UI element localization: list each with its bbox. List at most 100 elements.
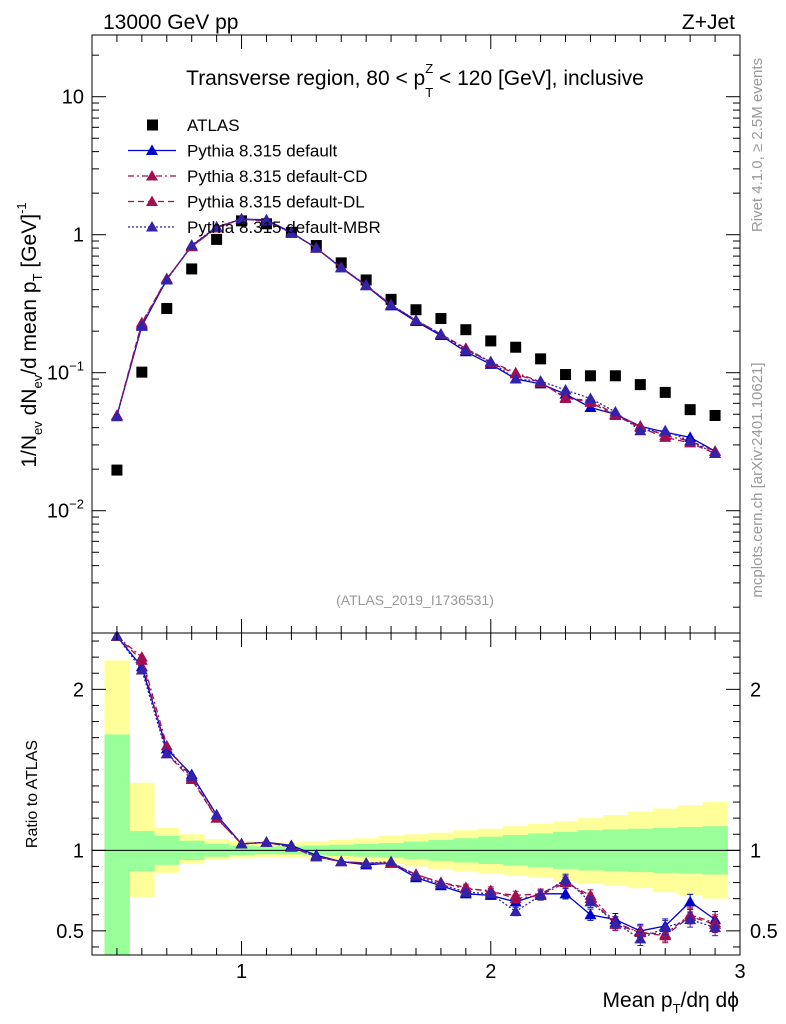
legend-label: ATLAS xyxy=(187,116,240,135)
atlas-data-point xyxy=(136,366,148,378)
ratio-y-tick-label-right: 1 xyxy=(750,840,761,862)
mc-data-point xyxy=(285,226,298,238)
ratio-line xyxy=(116,635,716,940)
ratio-data-point xyxy=(385,855,398,867)
ratio-data-point xyxy=(260,836,273,847)
mc-data-point xyxy=(584,392,597,404)
x-tick-label: 3 xyxy=(734,961,745,983)
series-0 xyxy=(111,215,721,476)
ratio-data-point xyxy=(684,913,697,925)
x-tick-label: 2 xyxy=(485,961,496,983)
energy-label: 13000 GeV pp xyxy=(103,11,238,34)
ratio-data-point xyxy=(559,873,572,884)
ratio-series-0 xyxy=(110,630,722,938)
ratio-data-point xyxy=(709,921,722,933)
legend-label: Pythia 8.315 default-MBR xyxy=(187,218,381,237)
atlas-data-point xyxy=(510,341,522,353)
mc-data-point xyxy=(659,431,672,442)
mc-data-point xyxy=(709,447,722,458)
ratio-data-point xyxy=(459,886,472,897)
mc-data-point xyxy=(210,220,223,232)
mcplots-label: mcplots.cern.ch [arXiv:2401.10621] xyxy=(749,362,766,597)
legend-marker-atlas xyxy=(147,119,158,131)
series-4 xyxy=(110,212,722,458)
ratio-data-point xyxy=(609,916,622,928)
atlas-data-point xyxy=(659,386,671,398)
x-tick-label: 1 xyxy=(236,961,247,983)
mc-data-point xyxy=(160,273,173,285)
legend-label: Pythia 8.315 default xyxy=(187,142,338,161)
mc-line xyxy=(116,218,716,452)
ratio-data-point xyxy=(310,850,323,862)
atlas-data-point xyxy=(211,233,223,245)
analysis-watermark: (ATLAS_2019_I1736531) xyxy=(336,592,494,608)
ratio-line xyxy=(116,635,716,937)
atlas-data-point xyxy=(584,370,596,382)
legend-label: Pythia 8.315 default-CD xyxy=(187,167,368,186)
mc-data-point xyxy=(360,279,373,290)
mc-data-point xyxy=(484,355,497,367)
ratio-frame xyxy=(91,632,741,956)
mc-data-point xyxy=(260,214,273,226)
ratio-data-point xyxy=(509,889,522,900)
ratio-data-point xyxy=(410,870,422,881)
atlas-data-point xyxy=(111,464,123,476)
mc-data-point xyxy=(235,212,248,224)
atlas-data-point xyxy=(709,409,721,421)
mc-data-point xyxy=(559,391,572,403)
ratio-data-point xyxy=(509,905,522,917)
atlas-data-point xyxy=(609,370,621,382)
ratio-line xyxy=(116,635,716,932)
main-ticks: 10 1 10−1 10−2 xyxy=(47,35,740,633)
process-label: Z+Jet xyxy=(682,11,735,34)
ratio-series-3 xyxy=(110,630,722,947)
ratio-data-point xyxy=(160,739,173,751)
legend-marker xyxy=(146,144,158,155)
atlas-data-point xyxy=(186,263,198,275)
ratio-data-point xyxy=(135,664,148,675)
series-1 xyxy=(110,212,722,456)
legend-marker xyxy=(146,195,158,206)
ratio-y-tick-label-right: 2 xyxy=(750,679,761,701)
mc-data-point xyxy=(135,319,148,330)
legend: ATLAS Pythia 8.315 default Pythia 8.315 de… xyxy=(128,116,381,237)
main-title: Transverse region, 80 < pZ T < 120 [GeV],… xyxy=(186,61,644,100)
mc-data-point xyxy=(509,373,522,384)
main-panel: 10 1 10−1 10−2 Transverse region, 80 < pZ T … xyxy=(14,34,741,634)
ratio-bands xyxy=(104,660,728,955)
ratio-data-point xyxy=(335,855,348,867)
stat-uncertainty-band xyxy=(129,831,155,872)
ratio-data-point xyxy=(160,747,173,759)
mc-line xyxy=(116,218,716,452)
atlas-data-point xyxy=(535,353,547,365)
ratio-ticks: 1 2 30.5 0.51 12 2 xyxy=(56,633,778,983)
main-y-tick-label: 10−2 xyxy=(47,497,84,523)
main-y-axis-label: 1/Nev dNev/d mean pT [GeV]-1 xyxy=(14,202,45,467)
ratio-y-tick-label-left: 2 xyxy=(73,679,84,701)
ratio-data-point xyxy=(534,889,547,900)
ratio-y-axis-label: Ratio to ATLAS xyxy=(24,740,41,848)
ratio-y-tick-label-left: 0.5 xyxy=(56,921,84,943)
ratio-data-point xyxy=(634,926,647,937)
ratio-series-2 xyxy=(110,630,722,944)
mc-data-point xyxy=(634,424,647,436)
mc-data-point xyxy=(684,435,697,446)
ratio-line xyxy=(116,635,716,935)
mc-data-point xyxy=(659,424,672,436)
mc-data-point xyxy=(609,405,622,417)
mc-line xyxy=(116,218,716,455)
atlas-data-point xyxy=(410,304,422,316)
mc-data-point xyxy=(459,344,472,355)
mc-data-point xyxy=(534,375,547,386)
mc-data-point xyxy=(559,383,572,395)
ratio-panel: 1 2 30.5 0.51 12 2 Ratio to ATLAS Mean pT/dη … xyxy=(24,630,778,1016)
ratio-data-point xyxy=(285,841,298,852)
atlas-data-point xyxy=(460,324,472,336)
atlas-data-point xyxy=(684,404,696,416)
atlas-data-point xyxy=(634,379,646,391)
ratio-data-point xyxy=(434,878,447,889)
ratio-data-point xyxy=(135,654,148,665)
ratio-data-point xyxy=(185,770,198,781)
legend-marker xyxy=(146,221,158,232)
